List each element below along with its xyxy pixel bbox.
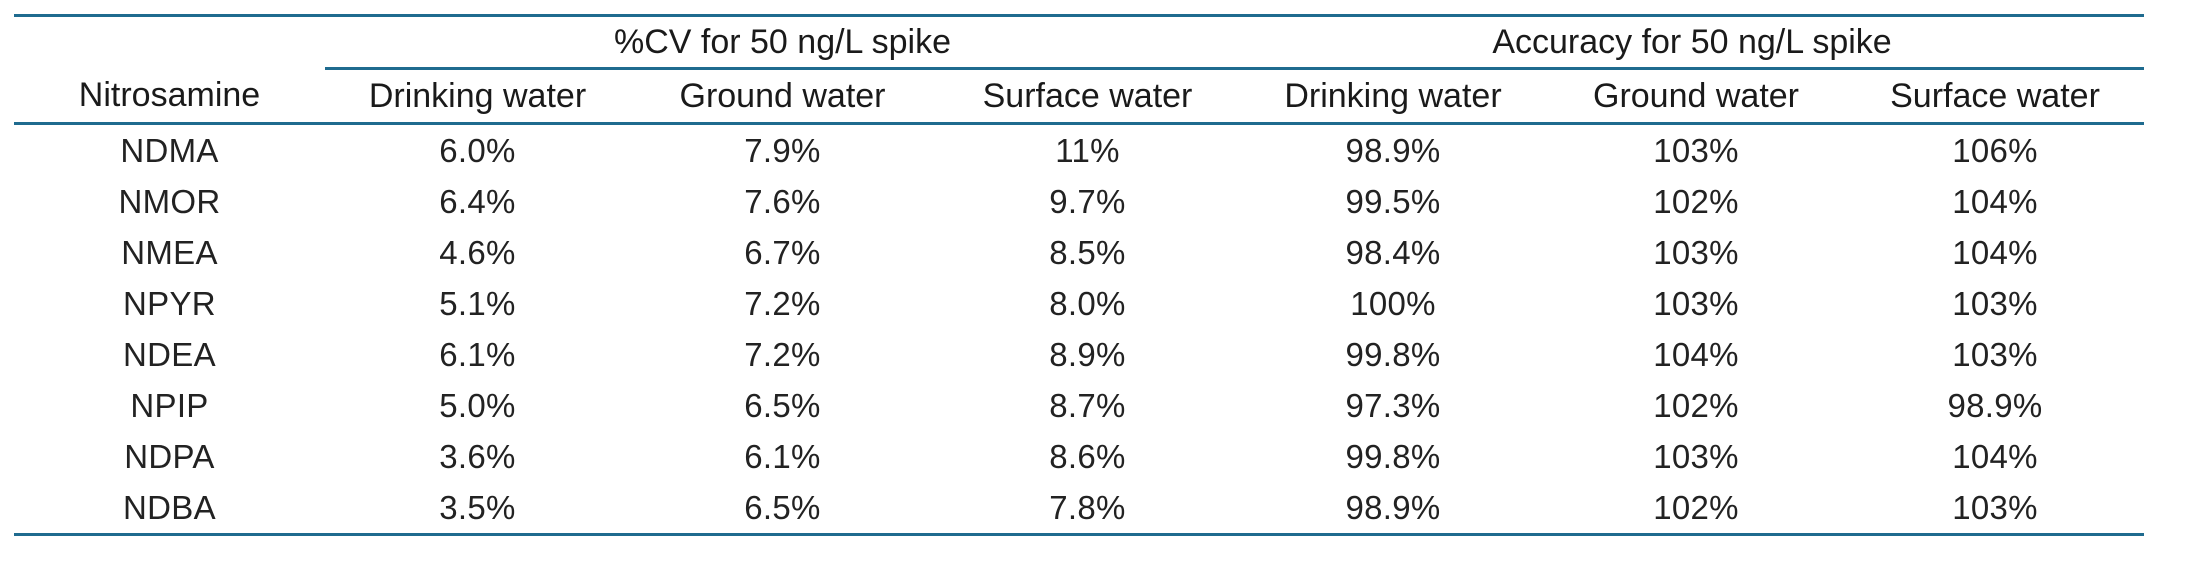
- group-header-spacer: [14, 14, 325, 69]
- cell-accuracy-ground-water: 102%: [1653, 386, 1739, 424]
- column-header-accuracy-ground-water: Ground water: [1546, 68, 1846, 125]
- cell-accuracy-drinking-water: 98.9%: [1345, 131, 1441, 169]
- cell-cv-ground-water: 7.9%: [744, 131, 821, 169]
- cell-cv-ground-water: 7.2%: [744, 335, 821, 373]
- cell-accuracy-surface-water: 104%: [1952, 182, 2038, 220]
- cell-accuracy-drinking-water: 98.4%: [1345, 233, 1441, 271]
- cell-cv-ground-water: 6.1%: [744, 437, 821, 475]
- cell-accuracy-ground-water: 103%: [1653, 437, 1739, 475]
- cell-nitrosamine: NMEA: [121, 233, 218, 271]
- cell-accuracy-surface-water: 103%: [1952, 284, 2038, 322]
- cell-cv-surface-water: 8.6%: [1049, 437, 1126, 475]
- table-header: %CV for 50 ng/L spike Accuracy for 50 ng…: [14, 14, 2145, 125]
- cell-cv-ground-water: 7.6%: [744, 182, 821, 220]
- cell-accuracy-surface-water: 103%: [1846, 482, 2145, 536]
- cell-accuracy-drinking-water: 97.3%: [1345, 386, 1441, 424]
- column-header-cv-surface-water: Surface water: [935, 68, 1240, 125]
- table-row: NDEA 6.1% 7.2% 8.9% 99.8% 104% 103%: [14, 329, 2144, 380]
- cell-nitrosamine: NDBA: [14, 482, 325, 536]
- cell-cv-ground-water: 6.5%: [630, 482, 935, 536]
- column-header-cv-ground-water: Ground water: [630, 68, 935, 125]
- column-header-accuracy-surface-water: Surface water: [1846, 68, 2145, 125]
- cell-accuracy-surface-water: 104%: [1952, 437, 2038, 475]
- cell-nitrosamine: NPYR: [123, 284, 216, 322]
- cell-cv-surface-water: 11%: [1055, 131, 1120, 169]
- cell-cv-surface-water: 7.8%: [935, 482, 1240, 536]
- group-header-accuracy: Accuracy for 50 ng/L spike: [1240, 14, 2145, 70]
- results-table-container: %CV for 50 ng/L spike Accuracy for 50 ng…: [14, 14, 2145, 536]
- cell-cv-drinking-water: 4.6%: [439, 233, 516, 271]
- table-row: NMEA 4.6% 6.7% 8.5% 98.4% 103% 104%: [14, 227, 2144, 278]
- cell-accuracy-ground-water: 102%: [1653, 182, 1739, 220]
- cell-accuracy-surface-water: 106%: [1952, 131, 2038, 169]
- column-header-cv-drinking-water: Drinking water: [325, 68, 630, 125]
- cell-nitrosamine: NDPA: [124, 437, 215, 475]
- cell-accuracy-ground-water: 103%: [1653, 233, 1739, 271]
- cell-cv-ground-water: 6.7%: [744, 233, 821, 271]
- cell-cv-surface-water: 8.9%: [1049, 335, 1126, 373]
- group-header-cv: %CV for 50 ng/L spike: [325, 14, 1240, 70]
- cell-cv-surface-water: 8.5%: [1049, 233, 1126, 271]
- cell-cv-ground-water: 7.2%: [744, 284, 821, 322]
- table-row: NDPA 3.6% 6.1% 8.6% 99.8% 103% 104%: [14, 431, 2144, 482]
- column-header-accuracy-drinking-water: Drinking water: [1240, 68, 1546, 125]
- cell-cv-drinking-water: 3.5%: [325, 482, 630, 536]
- cell-accuracy-ground-water: 103%: [1653, 131, 1739, 169]
- cell-accuracy-drinking-water: 100%: [1350, 284, 1436, 322]
- table-row: NPIP 5.0% 6.5% 8.7% 97.3% 102% 98.9%: [14, 380, 2144, 431]
- cell-nitrosamine: NDEA: [123, 335, 216, 373]
- cell-accuracy-drinking-water: 98.9%: [1240, 482, 1546, 536]
- cell-cv-drinking-water: 6.1%: [439, 335, 516, 373]
- table-row: NDMA 6.0% 7.9% 11% 98.9% 103% 106%: [14, 124, 2144, 177]
- cell-accuracy-ground-water: 104%: [1653, 335, 1739, 373]
- cell-cv-surface-water: 9.7%: [1049, 182, 1126, 220]
- cell-cv-drinking-water: 5.0%: [439, 386, 516, 424]
- column-header-nitrosamine: Nitrosamine: [14, 68, 325, 125]
- group-header-row: %CV for 50 ng/L spike Accuracy for 50 ng…: [14, 14, 2145, 70]
- cell-nitrosamine: NDMA: [120, 131, 219, 169]
- results-table: %CV for 50 ng/L spike Accuracy for 50 ng…: [14, 14, 2145, 536]
- table-row: NDBA 3.5% 6.5% 7.8% 98.9% 102% 103%: [14, 482, 2145, 536]
- cell-accuracy-surface-water: 104%: [1952, 233, 2038, 271]
- cell-cv-drinking-water: 3.6%: [439, 437, 516, 475]
- cell-nitrosamine: NPIP: [130, 386, 209, 424]
- cell-accuracy-ground-water: 103%: [1653, 284, 1739, 322]
- column-header-row: Nitrosamine Drinking water Ground water …: [14, 68, 2145, 125]
- table-row: NMOR 6.4% 7.6% 9.7% 99.5% 102% 104%: [14, 176, 2144, 227]
- cell-accuracy-surface-water: 103%: [1952, 335, 2038, 373]
- table-row: NPYR 5.1% 7.2% 8.0% 100% 103% 103%: [14, 278, 2144, 329]
- cell-nitrosamine: NMOR: [118, 182, 221, 220]
- cell-accuracy-surface-water: 98.9%: [1947, 386, 2043, 424]
- cell-accuracy-ground-water: 102%: [1546, 482, 1846, 536]
- cell-cv-drinking-water: 6.4%: [439, 182, 516, 220]
- cell-cv-drinking-water: 6.0%: [439, 131, 516, 169]
- table-body: NDMA 6.0% 7.9% 11% 98.9% 103% 106% NMOR …: [14, 124, 2145, 536]
- cell-cv-surface-water: 8.7%: [1049, 386, 1126, 424]
- cell-cv-ground-water: 6.5%: [744, 386, 821, 424]
- cell-accuracy-drinking-water: 99.5%: [1345, 182, 1441, 220]
- cell-cv-drinking-water: 5.1%: [439, 284, 516, 322]
- cell-accuracy-drinking-water: 99.8%: [1345, 437, 1441, 475]
- cell-accuracy-drinking-water: 99.8%: [1345, 335, 1441, 373]
- cell-cv-surface-water: 8.0%: [1049, 284, 1126, 322]
